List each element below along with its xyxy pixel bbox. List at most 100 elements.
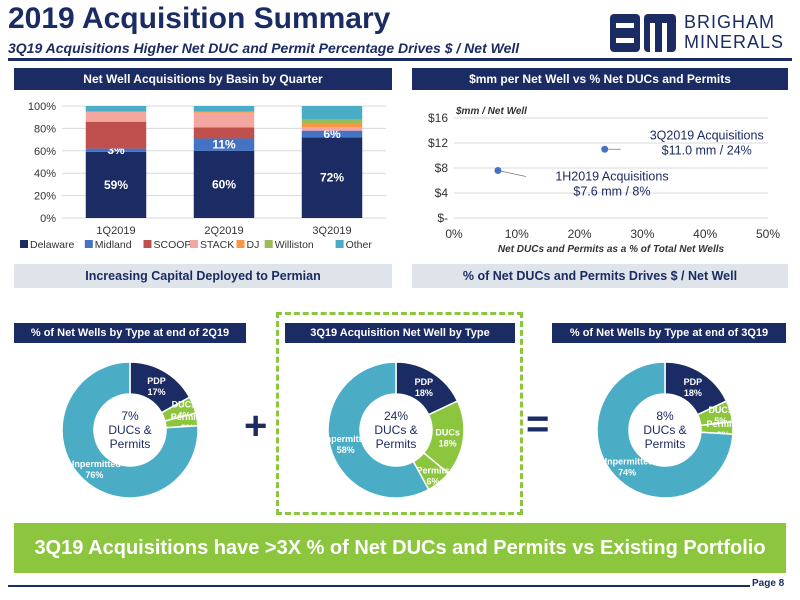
page-subtitle: 3Q19 Acquisitions Higher Net DUC and Per… [8,40,520,56]
bar-chart-header: Net Well Acquisitions by Basin by Quarte… [14,68,392,90]
legend-swatch-scoop [143,240,152,248]
donut-chart-2q19: PDP17%DUCs4%Permits3%Unpermitted76%7%DUC… [61,361,204,499]
donut-center-text: DUCs & [643,423,686,437]
scatter-chart: $mm / Net Well $- $4 $8 $12 $16 0% 10% 20% 30% 40%… [428,106,780,255]
slice-label-value: 76% [85,470,103,480]
donut-center-text: DUCs & [108,423,151,437]
brigham-logo-mark-icon [610,14,676,52]
donut-slice-unpermitted [61,361,199,499]
slice-label-name: DUCs [172,400,197,410]
slice-label-name: PDP [684,377,703,387]
donut-2-header: 3Q19 Acquisition Net Well by Type [285,323,515,343]
legend-label-stack: STACK [200,239,234,251]
legend-swatch-stack [190,240,198,248]
donut-chart-3q19-acquisition: PDP18%DUCs18%Permits6%Unpermitted58%24%D… [319,361,465,499]
slice-label-value: 18% [439,439,457,449]
acquisition-highlight-box [276,312,523,515]
bar-scoop-2q2019 [193,127,255,139]
donut-center-text: 8% [656,409,674,423]
scatter-chart-header: $mm per Net Well vs % Net DUCs and Permi… [412,68,788,90]
slice-label-value: 18% [684,388,702,398]
bar-data-label: 11% [212,138,236,152]
y-tick-label: 0% [40,213,56,225]
legend-label-other: Other [346,239,373,251]
donut-center-text: Permits [645,437,686,451]
bar-midland-1q2019 [85,148,147,152]
scatter-point [601,145,609,153]
donut-slice-unpermitted [596,361,734,499]
slice-label-value: 58% [337,445,355,455]
slice-label-name: DUCs [435,428,460,438]
logo-line1: BRIGHAM [684,12,776,32]
y-tick-label: 60% [34,146,56,158]
point-label-title: 3Q2019 Acquisitions [650,128,764,142]
legend-label-delaware: Delaware [30,239,75,251]
header-divider [8,58,792,61]
donut-center-text: DUCs & [374,423,417,437]
legend-label-midland: Midland [95,239,132,251]
point-label-title: 1H2019 Acquisitions [555,170,668,184]
slice-label-value: 18% [415,388,433,398]
scatter-chart-footer: % of Net DUCs and Permits Drives $ / Net… [412,264,788,288]
bar-data-label: 72% [320,171,344,185]
bar-scoop-1q2019 [85,121,147,149]
legend-swatch-midland [84,240,93,248]
y-tick-label: 100% [28,101,56,113]
y-axis-label: $mm / Net Well [455,106,527,117]
bar-delaware-1q2019 [85,151,147,218]
x-tick-label: 10% [505,227,529,241]
bar-midland-2q2019 [193,138,255,151]
page-title: 2019 Acquisition Summary [8,2,391,35]
bar-delaware-2q2019 [193,150,255,218]
footer-divider [8,585,750,587]
bar-delaware-3q2019 [301,137,363,218]
slice-label-name: PDP [147,376,166,386]
bar-midland-3q2019 [301,130,363,138]
brigham-logo: BRIGHAM MINERALS [610,12,795,54]
slice-label-name: Unpermitted [319,434,372,444]
donut-center-text: Permits [376,437,417,451]
y-tick-label: $12 [428,136,448,150]
stacked-bar-chart: 0%20%40%60%80%100%59%3%1Q201960%11%2Q201… [20,101,386,251]
y-tick-label: $16 [428,111,448,125]
legend-label-scoop: SCOOP [154,239,192,251]
legend-swatch-williston [264,240,273,248]
bar-other-2q2019 [193,106,255,112]
slice-label-value: 6% [426,477,439,487]
slice-label-value: 74% [618,468,636,478]
logo-line2: MINERALS [684,32,785,52]
point-label-value: $11.0 mm / 24% [662,143,752,157]
legend-label-dj: DJ [247,239,260,251]
x-tick-label: 3Q2019 [312,225,351,237]
x-tick-label: 40% [693,227,717,241]
x-tick-label: 2Q2019 [204,225,243,237]
slice-label-value: 17% [147,387,165,397]
scatter-point [494,167,502,174]
slice-label-value: 5% [714,416,727,426]
bar-stack-1q2019 [85,111,147,122]
bar-stack-3q2019 [301,127,363,131]
y-tick-label: 20% [34,191,56,203]
donut-chart-3q19: PDP18%DUCs5%Permits3%Unpermitted74%8%DUC… [596,361,739,499]
y-tick-label: $- [437,211,448,225]
y-tick-label: 80% [34,123,56,135]
x-tick-label: 20% [568,227,592,241]
y-tick-label: $4 [435,186,449,200]
donut-1-header: % of Net Wells by Type at end of 2Q19 [14,323,246,343]
bar-chart-footer: Increasing Capital Deployed to Permian [14,264,392,288]
bar-other-1q2019 [85,106,147,112]
legend-label-williston: Williston [275,239,314,251]
bar-stack-2q2019 [193,112,255,128]
legend-swatch-other [335,240,344,248]
donut-center-text: 7% [121,409,139,423]
x-tick-label: 0% [445,227,463,241]
x-tick-label: 30% [630,227,654,241]
bar-dj-2q2019 [193,111,255,113]
bar-williston-3q2019 [301,119,363,124]
callout-line [497,170,527,177]
point-label-value: $7.6 mm / 8% [573,185,650,199]
plus-sign: + [244,404,268,448]
y-tick-label: $8 [435,161,449,175]
y-tick-label: 40% [34,168,56,180]
slice-label-name: Permits [416,466,449,476]
